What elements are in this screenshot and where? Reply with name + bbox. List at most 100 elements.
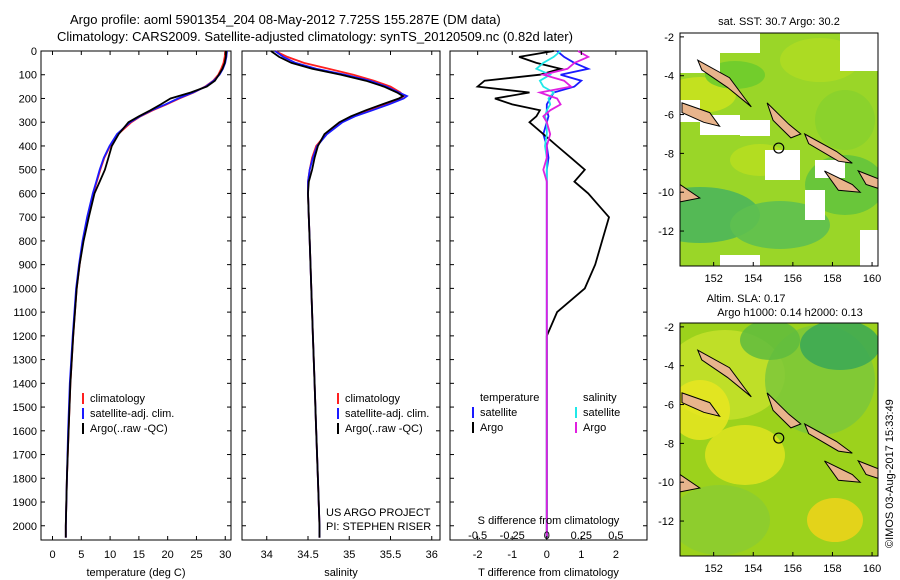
- y-tick-label: 1100: [13, 307, 37, 319]
- y-tick-label: 1400: [13, 378, 37, 390]
- map-y-tick-label: -10: [658, 187, 674, 199]
- land-polygon: [681, 392, 721, 418]
- land-polygon: [857, 169, 878, 189]
- legend-swatch: [337, 408, 339, 419]
- y-tick-label: 1500: [13, 402, 37, 414]
- x-tick-label: 0: [544, 549, 550, 561]
- map-frame: [679, 32, 879, 267]
- salinity-line-argorawqc: [270, 50, 405, 538]
- x-tick-label: 35: [343, 549, 355, 561]
- y-tick-label: 0: [31, 46, 37, 58]
- x-tick-label: 0: [49, 549, 55, 561]
- argo-position-marker: [773, 142, 785, 154]
- imos-side-label: ©IMOS 03-Aug-2017 15:33:49: [884, 399, 896, 548]
- y-tick-label: 500: [19, 165, 37, 177]
- sla-patch: [740, 323, 800, 360]
- sst-missing-cell: [680, 33, 720, 73]
- map-y-tick-label: -6: [664, 110, 674, 122]
- s-tick-label: -0.5: [468, 530, 487, 542]
- legend-swatch: [337, 423, 339, 434]
- legend-swatch: [82, 408, 84, 419]
- salinity-line-satelliteadjclim: [274, 50, 409, 538]
- legend-swatch: [82, 423, 84, 434]
- map-x-tick-label: 160: [863, 563, 881, 575]
- x-axis-title-tdiff: T difference from climatology: [478, 567, 619, 579]
- legend-label: satellite: [480, 407, 517, 419]
- s-tick-label: 0: [544, 530, 550, 542]
- sst-missing-cell: [860, 230, 878, 266]
- x-tick-label: 30: [219, 549, 231, 561]
- x-tick-label: 35.5: [380, 549, 401, 561]
- legend-label: satellite-adj. clim.: [345, 408, 429, 420]
- legend-label: satellite: [583, 407, 620, 419]
- x-tick-label: 36: [426, 549, 438, 561]
- map-y-tick-label: -8: [664, 148, 674, 160]
- sst-missing-cell: [740, 120, 770, 136]
- temperature-line-satelliteadjclim: [64, 50, 228, 538]
- panel-frame-3: [449, 50, 648, 541]
- map-frame: [679, 322, 879, 557]
- land-polygon: [803, 132, 853, 164]
- chart-title-line2: Climatology: CARS2009. Satellite-adjuste…: [57, 29, 573, 44]
- legend-swatch: [575, 407, 577, 418]
- y-tick-label: 100: [19, 70, 37, 82]
- legend-label: Argo: [583, 422, 606, 434]
- sla-map-title: Altim. SLA: 0.17: [707, 293, 786, 305]
- sst-map-title: sat. SST: 30.7 Argo: 30.2: [718, 16, 840, 28]
- sst-missing-cell: [805, 190, 825, 220]
- x-axis-title-salinity: salinity: [324, 567, 358, 579]
- sst-missing-cell: [720, 33, 760, 53]
- sla-map-subtitle: Argo h1000: 0.14 h2000: 0.13: [717, 307, 863, 319]
- map-x-tick-label: 156: [784, 273, 802, 285]
- land-polygon: [680, 183, 702, 203]
- map-x-tick-label: 154: [744, 563, 762, 575]
- map-y-tick-label: -2: [664, 32, 674, 44]
- y-tick-label: 2000: [13, 521, 37, 533]
- y-tick-label: 800: [19, 236, 37, 248]
- y-tick-label: 900: [19, 260, 37, 272]
- sst-missing-cell: [720, 255, 760, 266]
- legend-label: climatology: [90, 393, 146, 405]
- land-polygon: [824, 460, 862, 483]
- y-tick-label: 600: [19, 188, 37, 200]
- map-x-tick-label: 154: [744, 273, 762, 285]
- s-tick-label: 0.25: [571, 530, 592, 542]
- map-y-tick-label: -12: [658, 226, 674, 238]
- difference-line-targo: [475, 50, 611, 538]
- map-y-tick-label: -4: [664, 71, 674, 83]
- land-polygon: [766, 102, 802, 139]
- x-axis-title-temperature: temperature (deg C): [86, 567, 185, 579]
- difference-line-ssatellite: [534, 50, 562, 538]
- map-x-tick-label: 156: [784, 563, 802, 575]
- x-tick-label: 10: [104, 549, 116, 561]
- sla-patch: [807, 498, 863, 542]
- s-tick-label: -0.25: [500, 530, 525, 542]
- land-polygon: [696, 59, 752, 108]
- map-y-tick-label: -6: [664, 400, 674, 412]
- y-tick-label: 300: [19, 117, 37, 129]
- x-tick-label: -2: [473, 549, 483, 561]
- land-polygon: [857, 459, 878, 479]
- map-sla-field: [680, 323, 878, 556]
- map-y-tick-label: -8: [664, 438, 674, 450]
- sst-missing-cell: [765, 150, 800, 180]
- x-tick-label: 5: [78, 549, 84, 561]
- map-x-tick-label: 152: [704, 563, 722, 575]
- x-tick-label: 25: [190, 549, 202, 561]
- sla-patch: [680, 485, 770, 555]
- legend-label: Argo(..raw -QC): [345, 423, 423, 435]
- legend-swatch: [472, 407, 474, 418]
- temperature-line-argorawqc: [64, 50, 228, 538]
- y-tick-label: 1200: [13, 331, 37, 343]
- sla-patch: [800, 323, 878, 370]
- y-tick-label: 1000: [13, 283, 37, 295]
- legend-swatch: [82, 393, 84, 404]
- legend-swatch: [337, 393, 339, 404]
- difference-line-sargo: [536, 50, 591, 538]
- pi-annotation: PI: STEPHEN RISER: [326, 521, 431, 533]
- x-axis-title-sdiff: S difference from climatology: [478, 515, 620, 527]
- land-polygon: [803, 422, 853, 454]
- chart-title-line1: Argo profile: aoml 5901354_204 08-May-20…: [70, 12, 501, 27]
- map-x-tick-label: 158: [823, 563, 841, 575]
- y-tick-label: 1600: [13, 426, 37, 438]
